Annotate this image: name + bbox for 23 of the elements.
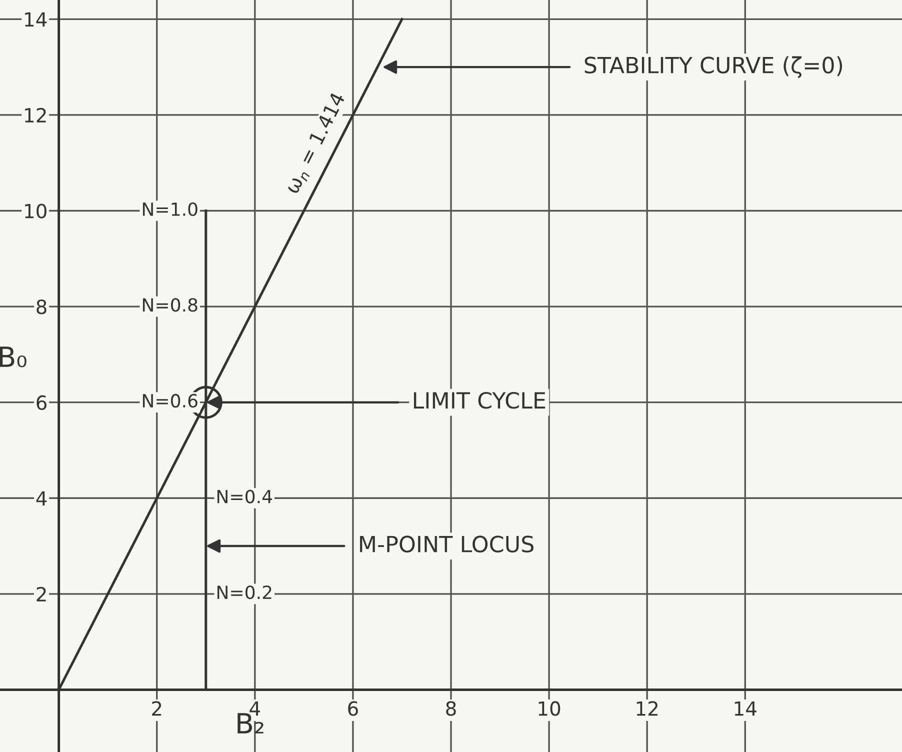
annotation: N=0.4 bbox=[217, 490, 272, 504]
annotation: N=0.8 bbox=[142, 298, 198, 312]
annotation: N=1.0 bbox=[142, 202, 198, 216]
y-tick-label: 12 bbox=[25, 108, 46, 122]
annotation: M-POINT LOCUS bbox=[360, 536, 534, 552]
x-tick-label: 10 bbox=[538, 701, 560, 716]
y-tick-label: 4 bbox=[36, 491, 47, 506]
y-tick-label: 10 bbox=[25, 204, 46, 218]
annotation: STABILITY CURVE (ζ=0) bbox=[584, 56, 842, 78]
annotation: ω$_{n}$ = 1.414 bbox=[284, 92, 348, 196]
x-tick-label: 12 bbox=[636, 701, 658, 716]
x-tick-label: 2 bbox=[152, 701, 162, 716]
x-tick-label: 6 bbox=[348, 701, 358, 716]
y-axis-title: B₀ bbox=[0, 346, 26, 368]
y-tick-label: 14 bbox=[25, 12, 47, 27]
annotation: N=0.6 bbox=[142, 394, 198, 408]
annotation: N=0.2 bbox=[217, 586, 272, 600]
y-tick-label: 6 bbox=[36, 395, 46, 410]
y-tick-label: 8 bbox=[36, 300, 46, 314]
y-tick-label: 2 bbox=[36, 586, 46, 602]
annotation: LIMIT CYCLE bbox=[414, 392, 546, 409]
x-tick-label: 8 bbox=[446, 701, 456, 716]
x-tick-label: 14 bbox=[734, 701, 756, 716]
